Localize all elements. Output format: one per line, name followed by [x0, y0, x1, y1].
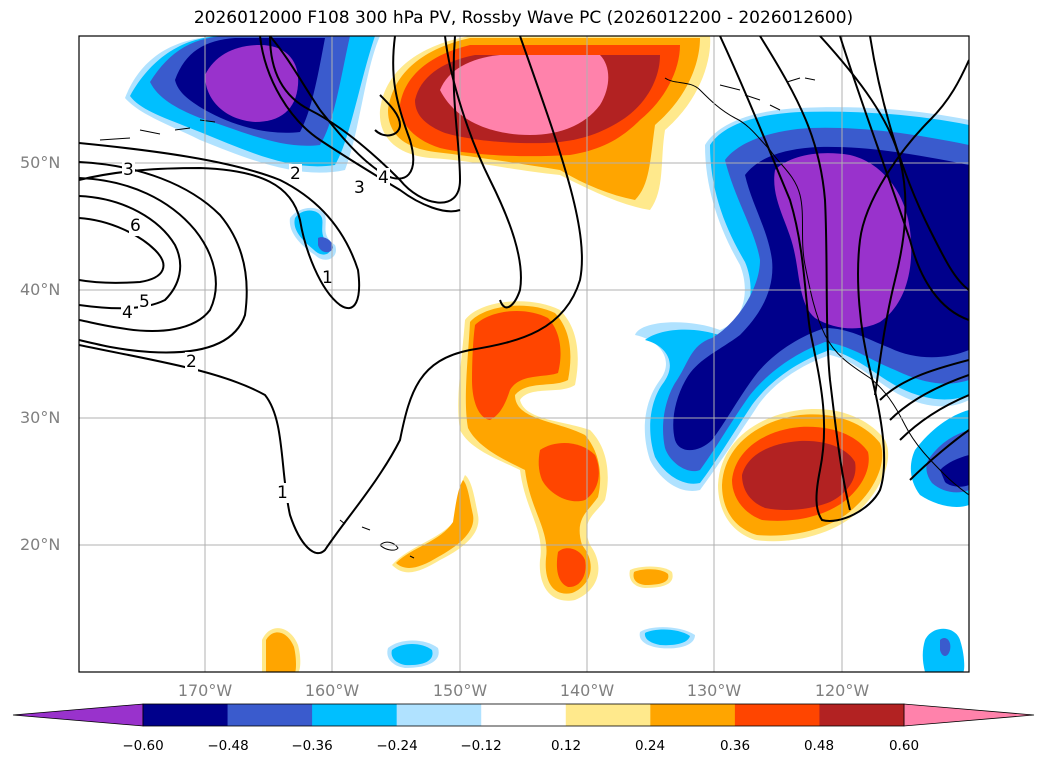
- contour-label: 4: [121, 303, 134, 323]
- colorbar-cell: [312, 704, 398, 726]
- lat-label: 20°N: [20, 535, 61, 554]
- colorbar-cell: [819, 704, 905, 726]
- colorbar-tick-label: −0.36: [291, 738, 333, 754]
- colorbar-cell: [396, 704, 482, 726]
- contour-label: 3: [353, 178, 366, 198]
- colorbar-cell: [734, 704, 820, 726]
- colorbar-cell: [565, 704, 651, 726]
- colorbar-tick-label: 0.12: [550, 738, 582, 754]
- colorbar-tick-label: 0.36: [719, 738, 751, 754]
- colorbar-cell: [227, 704, 313, 726]
- coastlines: [99, 77, 969, 559]
- colorbar-extend-max: [903, 703, 1035, 727]
- lon-label: 130°W: [686, 681, 742, 700]
- map-title: 2026012000 F108 300 hPa PV, Rossby Wave …: [193, 8, 854, 28]
- colorbar-cell: [143, 704, 229, 726]
- contour-label: 5: [138, 292, 151, 312]
- colorbar-tick-label: 0.60: [888, 738, 920, 754]
- lon-label: 140°W: [559, 681, 615, 700]
- colorbar-extend-min: [12, 703, 144, 727]
- colorbar-cell: [481, 704, 567, 726]
- contour-label: 4: [377, 168, 390, 188]
- lat-label: 50°N: [20, 153, 61, 172]
- colorbar: [12, 703, 1035, 727]
- pv-contours: [79, 36, 969, 555]
- colorbar-tick-label: −0.60: [122, 738, 164, 754]
- graticule: [79, 36, 969, 672]
- colorbar-tick-label: −0.12: [460, 738, 502, 754]
- lon-label: 160°W: [304, 681, 360, 700]
- contour-label: 1: [322, 268, 333, 288]
- contour-label: 1: [276, 483, 289, 503]
- colorbar-tick-label: 0.48: [803, 738, 835, 754]
- lon-label: 170°W: [177, 681, 233, 700]
- colorbar-tick-label: −0.24: [376, 738, 418, 754]
- contour-label: 2: [185, 352, 198, 372]
- contour-label: 2: [289, 164, 302, 184]
- contour-label: 6: [129, 216, 142, 236]
- colorbar-tick-label: −0.48: [207, 738, 249, 754]
- colorbar-cell: [650, 704, 736, 726]
- map-frame: [78, 35, 970, 673]
- anomaly-fill: [125, 36, 969, 672]
- lat-label: 30°N: [20, 408, 61, 427]
- contour-label: 3: [122, 160, 135, 180]
- colorbar-tick-label: 0.24: [634, 738, 666, 754]
- lon-label: 150°W: [432, 681, 488, 700]
- lat-label: 40°N: [20, 280, 61, 299]
- lon-label: 120°W: [814, 681, 870, 700]
